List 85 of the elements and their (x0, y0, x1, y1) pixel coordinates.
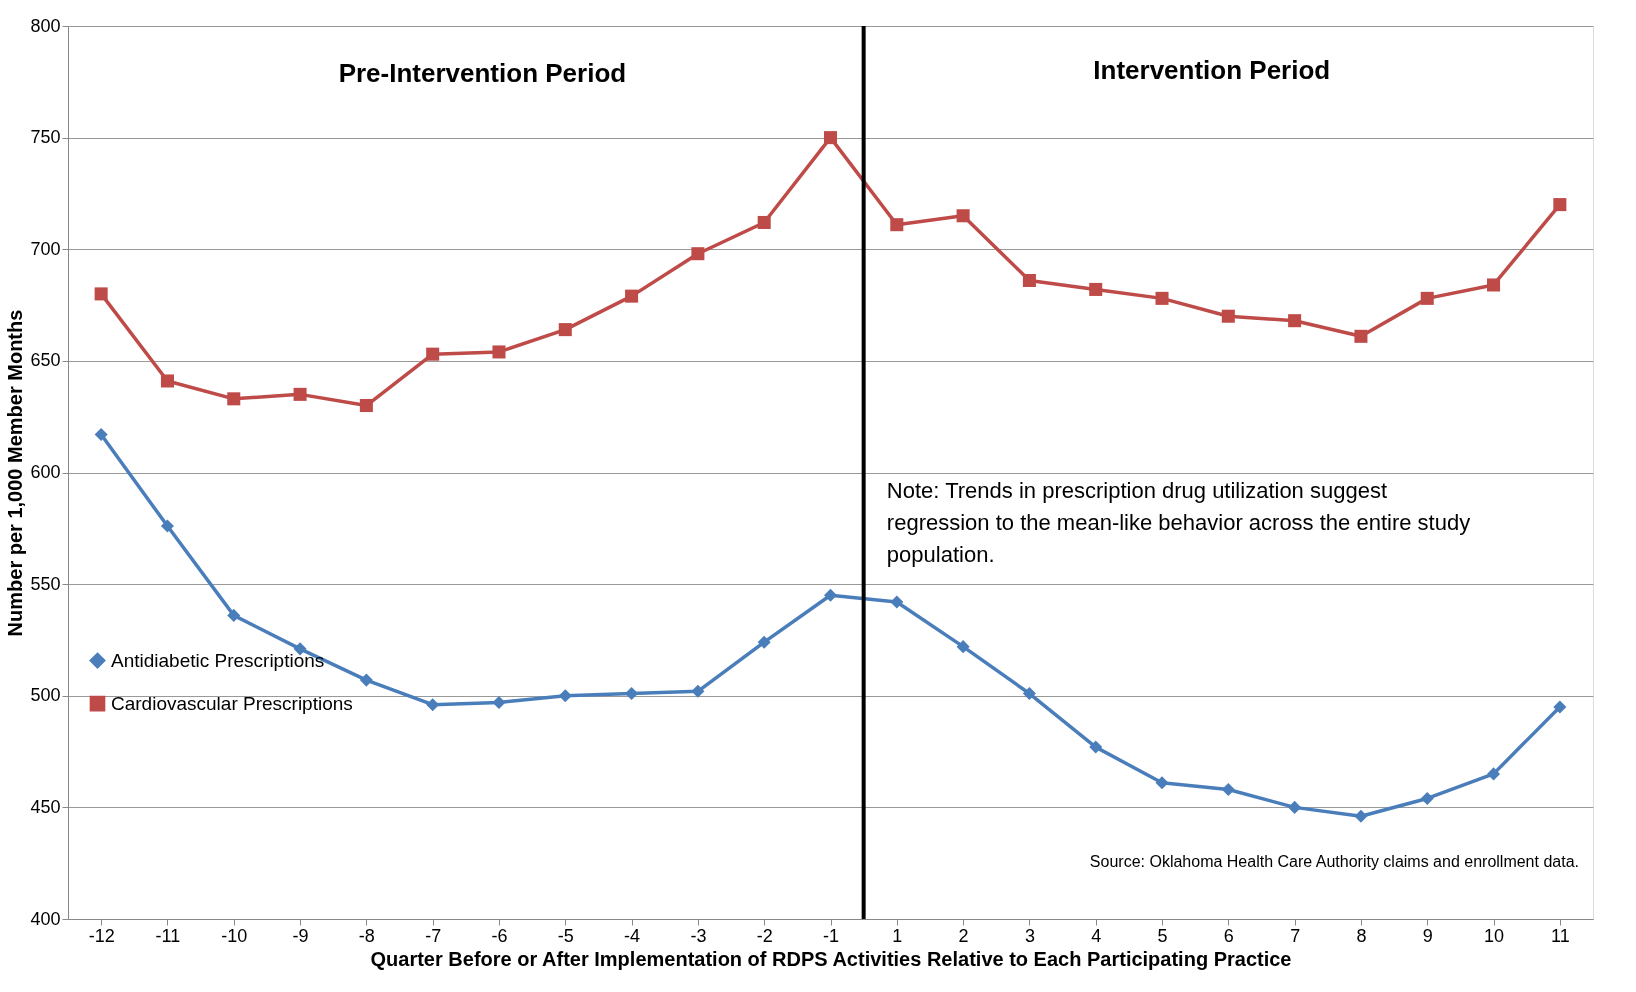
x-tick-label: 5 (1157, 925, 1168, 946)
point (160, 374, 174, 388)
x-tick-label: 7 (1290, 925, 1301, 946)
annotation: Intervention Period (1093, 55, 1331, 85)
y-axis-title: Number per 1,000 Member Months (4, 309, 27, 637)
point (227, 608, 241, 622)
point (625, 289, 639, 303)
x-tick-label: -7 (425, 925, 442, 946)
y-tick-label: 600 (30, 462, 61, 482)
point (1553, 700, 1567, 714)
x-tick-label: -6 (491, 925, 508, 946)
x-tick-label: 11 (1551, 925, 1570, 946)
y-tick-label: 750 (30, 127, 61, 148)
x-tick-label: -11 (155, 925, 181, 946)
y-tick-label: 700 (30, 238, 61, 259)
point (1022, 273, 1036, 288)
point (426, 347, 440, 361)
point (1221, 309, 1235, 323)
point (757, 215, 771, 229)
point (1420, 291, 1434, 305)
x-tick-label: 3 (1024, 925, 1035, 946)
x-tick-label: -10 (221, 925, 248, 946)
point (956, 640, 970, 654)
point (823, 588, 838, 602)
x-tick-label: 4 (1091, 925, 1102, 946)
point (293, 387, 307, 401)
y-tick-label: 800 (30, 15, 61, 36)
point (890, 218, 904, 232)
y-tick-label: 650 (30, 350, 61, 371)
y-tick-label: 500 (30, 685, 61, 706)
point (890, 595, 904, 609)
point (1221, 783, 1235, 797)
x-tick-label: -3 (690, 925, 707, 946)
x-tick-label: 10 (1484, 925, 1505, 946)
point (691, 247, 705, 261)
point (625, 687, 639, 701)
point (160, 519, 174, 533)
x-tick-label: 9 (1422, 925, 1433, 946)
annotation: Source: Oklahoma Health Care Authority claims and enrollment data. (1089, 853, 1579, 870)
x-tick-label: -1 (822, 925, 840, 946)
legend-label: Antidiabetic Prescriptions (111, 649, 325, 671)
point (1288, 800, 1302, 814)
point (1553, 198, 1567, 212)
point (956, 209, 970, 223)
point (691, 684, 705, 698)
point (492, 695, 506, 709)
annotation: Note: Trends in prescription drug utilization suggest regression to the mean-like behavior across the entire study population. (886, 478, 1471, 567)
point (757, 635, 771, 649)
point (1288, 314, 1302, 328)
point (1420, 791, 1434, 805)
point (1354, 329, 1368, 343)
x-tick-label: -9 (292, 925, 309, 946)
y-tick-label: 450 (30, 796, 61, 817)
point (1089, 282, 1103, 296)
y-tick-label: 550 (30, 573, 61, 594)
point (1487, 278, 1501, 292)
x-tick-label: -2 (756, 925, 773, 946)
point (558, 323, 572, 337)
point (1022, 687, 1036, 701)
annotation: Pre-Intervention Period (338, 58, 627, 88)
point (1155, 291, 1169, 305)
point (1089, 740, 1103, 754)
y-tick-label: 400 (30, 908, 61, 929)
x-tick-label: 8 (1356, 925, 1367, 946)
point (1354, 809, 1368, 823)
x-tick-label: 6 (1223, 925, 1234, 946)
point (492, 345, 506, 359)
x-tick-label: -8 (358, 925, 375, 946)
point (1155, 776, 1169, 790)
point (426, 698, 440, 712)
point (823, 131, 838, 145)
point (359, 673, 373, 687)
point (558, 689, 572, 703)
x-tick-label: -5 (557, 925, 574, 946)
point (359, 399, 373, 413)
point (227, 392, 241, 406)
x-tick-label: 1 (892, 925, 903, 946)
x-axis-title: Quarter Before or After Implementation of RDPS Activities Relative to Each Participating Practice (370, 947, 1292, 970)
point (1487, 767, 1501, 781)
point (94, 287, 108, 301)
x-tick-label: -4 (624, 925, 641, 946)
x-tick-label: 2 (958, 925, 969, 946)
legend-label: Cardiovascular Prescriptions (111, 692, 353, 714)
point (94, 428, 108, 442)
x-tick-label: -12 (88, 925, 115, 946)
